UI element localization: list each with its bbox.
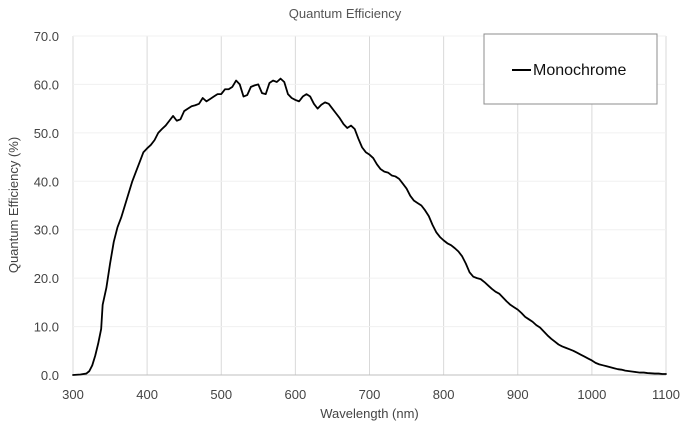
x-axis-label: Wavelength (nm) [320,406,419,421]
x-tick-label: 700 [359,387,381,402]
x-tick-label: 1000 [577,387,606,402]
legend-series-label: Monochrome [533,62,626,79]
x-tick-label: 900 [507,387,529,402]
legend: Monochrome [483,33,658,105]
x-tick-label: 300 [62,387,84,402]
y-tick-label: 40.0 [34,174,59,189]
y-tick-label: 60.0 [34,77,59,92]
y-tick-label: 20.0 [34,271,59,286]
y-tick-label: 30.0 [34,223,59,238]
data-series [72,77,667,376]
tick-labels: 300 400 500 600 700 800 900 1000 1100 0.0 10.0 20.0… [34,29,680,402]
x-tick-label: 1100 [652,387,680,402]
y-tick-label: 0.0 [41,368,59,383]
x-tick-label: 400 [136,387,158,402]
x-tick-label: 600 [285,387,307,402]
series-line-monochrome [72,77,667,376]
y-tick-label: 70.0 [34,29,59,44]
chart-title: Quantum Efficiency [289,6,402,21]
x-tick-label: 500 [210,387,232,402]
x-tick-label: 800 [433,387,455,402]
y-tick-label: 50.0 [34,126,59,141]
y-axis-label: Quantum Efficiency (%) [6,137,21,273]
y-tick-label: 10.0 [34,320,59,335]
